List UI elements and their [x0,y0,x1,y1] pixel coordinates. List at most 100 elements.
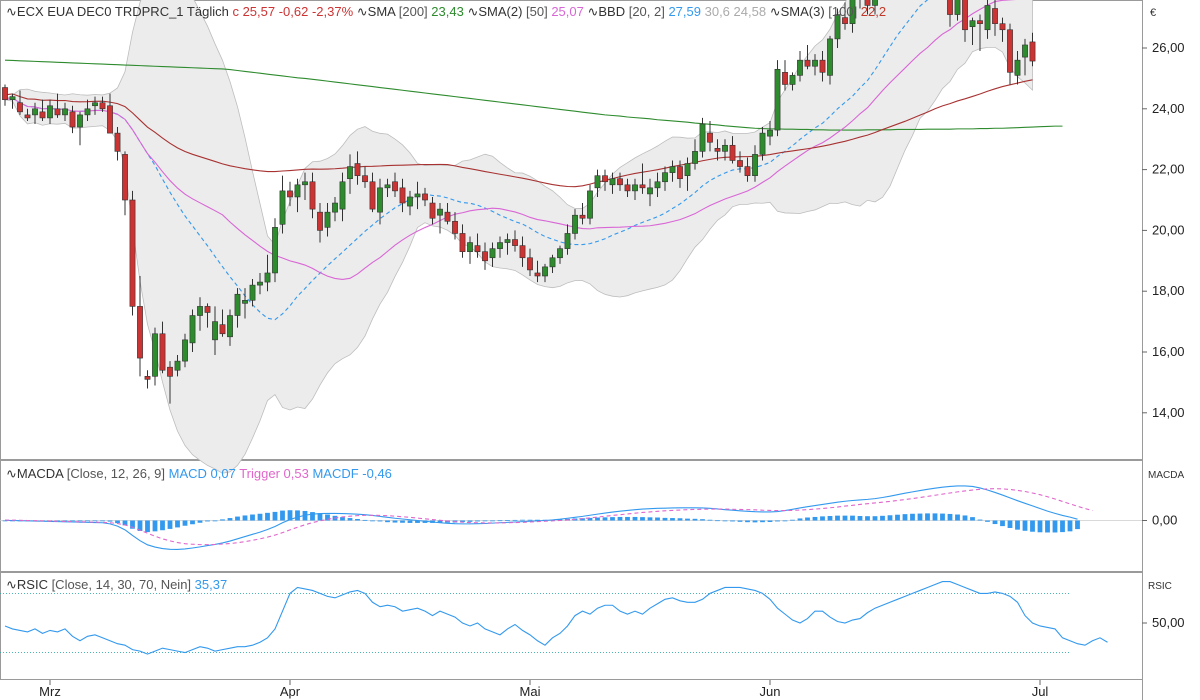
candle-body [647,187,653,195]
macdf-bar [1030,520,1035,532]
macdf-bar [872,516,878,521]
candle-body [137,306,143,359]
price-tick-label: 16,00 [1152,344,1185,359]
macdf-bar [655,517,660,521]
month-tick-label: Mrz [39,684,61,699]
legend-value: [200] [395,4,428,19]
candle-body [324,211,331,228]
month-tick-label: Jul [1032,684,1049,699]
macdf-bar [880,515,885,521]
macdf-bar [197,520,203,523]
candle-body [32,108,38,116]
macdf-bar [970,517,975,521]
macdf-bar [257,513,263,521]
rsi-axis-label: RSIC [1148,581,1172,592]
legend-item: ∿MACDA [6,466,64,481]
macdf-bar [145,520,150,533]
macdf-bar [385,520,390,523]
macdf-bar [617,516,623,521]
candle-body [512,239,518,246]
candle-body [99,102,106,110]
price-tick-label: 22,00 [1152,162,1185,177]
macdf-bar [992,520,998,525]
legend-value: MACD 0,07 [165,466,236,481]
price-tick-label: 24,00 [1152,101,1185,116]
candle-body [482,251,488,262]
macdf-bar [272,511,278,521]
macdf-bar [595,517,600,521]
rsi-line [4,581,1108,655]
candle-body [572,214,578,234]
macdf-bar [557,519,563,521]
candle-body [1007,29,1013,73]
macdf-bar [587,517,593,521]
macdf-bar [347,518,353,521]
candle-body [62,108,68,116]
macdf-bar [737,520,743,522]
macdf-bar [932,513,938,521]
candle-body [399,187,406,204]
macdf-bar [497,520,503,522]
candle-body [692,151,698,164]
sma-200-line [4,59,1063,131]
candlestick-layer [2,0,1036,404]
macdf-bar [925,513,930,521]
macdf-bar [797,518,803,521]
macdf-bar [160,520,165,531]
macdf-bar [722,520,728,522]
macdf-bar [850,515,855,521]
legend-value: Trigger 0,53 [236,466,309,481]
legend-value: [20, 2] [625,4,665,19]
macdf-bar [85,520,90,522]
candle-body [677,166,683,180]
candle-body [129,199,136,307]
macdf-bar [467,520,473,522]
sma-50-line [4,0,1017,281]
candle-body [587,190,593,219]
macdf-bar [490,520,495,522]
candle-body [767,129,773,137]
candle-body [782,72,788,85]
macdf-bar [370,520,375,522]
candle-body [17,102,23,113]
macdf-bar [520,519,525,521]
macdf-bar [340,517,345,521]
macdf-bar [167,520,173,529]
macdf-bar [790,519,795,521]
candle-body [264,272,271,283]
candle-body [437,208,443,216]
macdf-bar [415,520,420,523]
legend-value: 25,57 [239,4,275,19]
candle-body [797,59,803,76]
macdf-bar [70,520,75,522]
moving-average-layer [4,0,1063,321]
macdf-bar [512,519,518,521]
legend-value: -2,37% [308,4,353,19]
candle-body [564,233,571,249]
candle-body [1022,44,1028,58]
macdf-bar [610,517,615,521]
candle-body [2,87,8,100]
candle-body [459,233,466,252]
macdf-bar [775,520,780,522]
candle-body [1029,41,1036,62]
rsi-tick-label: 50,00 [1152,615,1185,630]
macdf-bar [1075,520,1080,530]
macdf-bar [77,520,83,522]
macdf-bar [535,519,540,521]
candle-body [212,321,218,341]
macdf-bar [977,519,983,521]
macdf-bar [175,520,180,528]
candle-body [189,315,196,344]
candle-body [392,181,398,192]
candle-body [377,187,383,213]
macdf-bar [527,519,533,521]
legend-value: 25,07 [548,4,584,19]
candle-body [47,105,53,119]
price-tick-label: 18,00 [1152,283,1185,298]
candle-body [752,154,758,176]
candle-body [527,257,533,271]
rsi-panel[interactable] [0,572,1143,680]
legend-value: 24,58 [730,4,766,19]
